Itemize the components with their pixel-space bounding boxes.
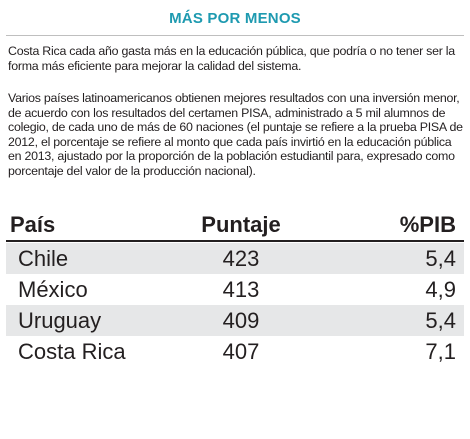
table-cell: Uruguay xyxy=(18,308,102,333)
table-cell: 407 xyxy=(222,339,260,364)
paragraph: Costa Rica cada año gasta más en la educ… xyxy=(8,44,455,73)
title: MÁS POR MENOS xyxy=(169,10,301,27)
table-cell: 7,1 xyxy=(425,339,456,364)
paragraph: Varios países latinoamericanos obtienen … xyxy=(8,91,463,178)
table-cell: México xyxy=(18,277,88,302)
table-header: País Puntaje %PIB xyxy=(0,209,470,239)
table-cell: 5,4 xyxy=(425,246,456,271)
table-cell: Chile xyxy=(18,246,69,271)
header-cell: País xyxy=(10,212,56,237)
table-cell: 4,9 xyxy=(425,277,456,302)
table-cell: 5,4 xyxy=(425,308,456,333)
table-cell: 409 xyxy=(222,308,260,333)
table-cell: 413 xyxy=(222,277,260,302)
table-cell: 423 xyxy=(222,246,260,271)
table-row: Uruguay 409 5,4 xyxy=(6,305,464,336)
header-cell: Puntaje xyxy=(201,212,281,237)
header-cell: %PIB xyxy=(399,212,456,237)
table-row: Costa Rica 407 7,1 xyxy=(6,336,464,367)
divider xyxy=(6,240,464,242)
table-row: México 413 4,9 xyxy=(6,274,464,305)
table-cell: Costa Rica xyxy=(18,339,126,364)
table-row: Chile 423 5,4 xyxy=(6,243,464,274)
divider xyxy=(6,35,464,36)
